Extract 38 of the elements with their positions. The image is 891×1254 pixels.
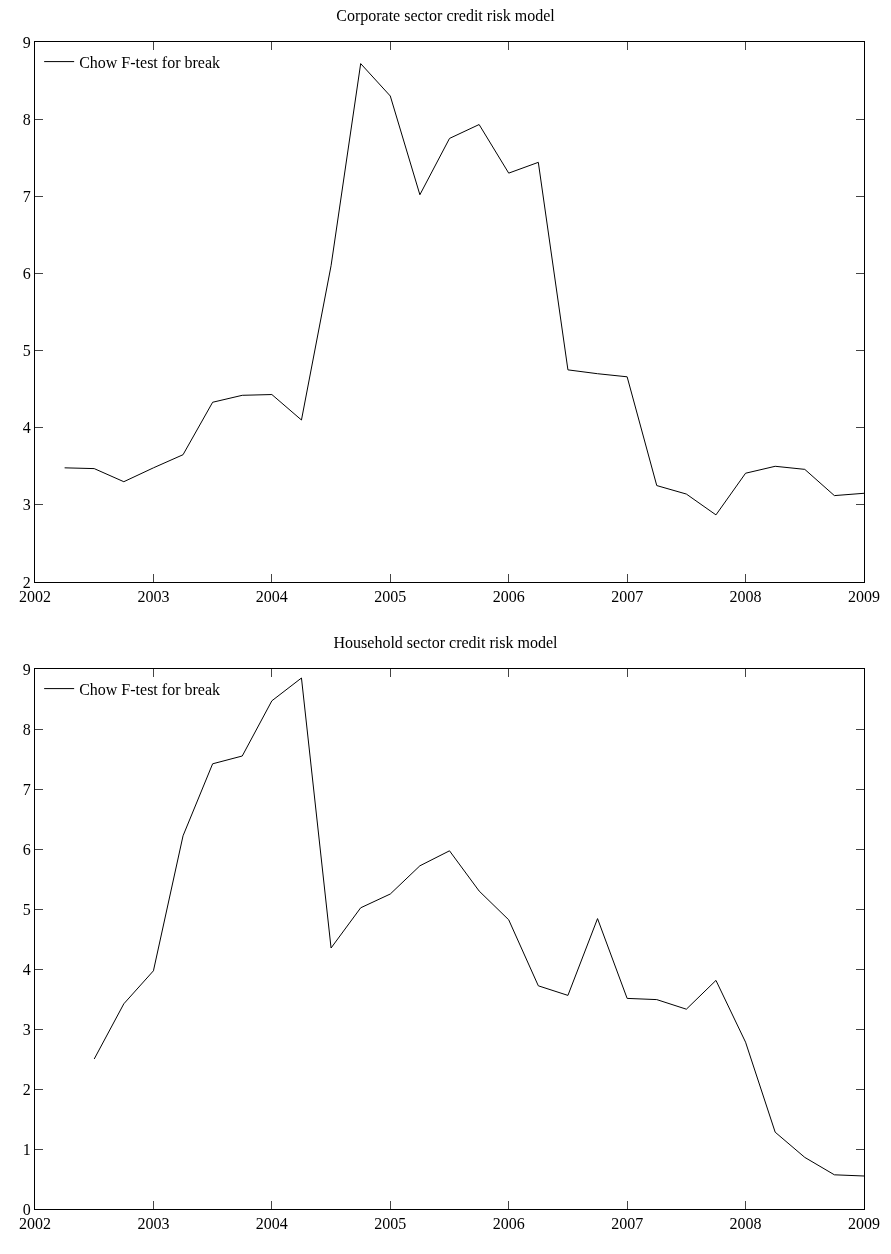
y-tick-label: 1 [22, 1140, 31, 1158]
chart-title: Household sector credit risk model [333, 633, 559, 651]
chart-title: Corporate sector credit risk model [336, 6, 556, 25]
x-tick-label: 2006 [492, 1215, 525, 1233]
y-tick-label: 4 [22, 960, 31, 978]
legend-label: Chow F-test for break [79, 680, 220, 698]
x-tick-label: 2008 [729, 1215, 762, 1233]
y-tick-label: 7 [22, 780, 31, 798]
y-tick-label: 4 [22, 419, 31, 437]
y-tick-label: 5 [22, 900, 31, 918]
y-tick-label: 8 [22, 720, 31, 738]
x-tick-label: 2005 [374, 588, 407, 606]
x-tick-label: 2005 [374, 1215, 407, 1233]
x-tick-label: 2004 [255, 1215, 288, 1233]
y-tick-label: 2 [22, 1080, 31, 1098]
y-tick-label: 5 [22, 342, 31, 360]
y-tick-label: 6 [22, 840, 31, 858]
x-tick-label: 2003 [137, 1215, 170, 1233]
y-tick-label: 7 [22, 187, 31, 205]
x-tick-label: 2009 [848, 588, 880, 606]
y-tick-label: 6 [22, 265, 31, 283]
y-tick-label: 9 [22, 660, 31, 678]
x-tick-label: 2002 [19, 588, 51, 606]
x-tick-label: 2007 [611, 588, 644, 606]
y-tick-label: 3 [22, 496, 31, 514]
x-tick-label: 2009 [848, 1215, 880, 1233]
y-tick-label: 0 [22, 1200, 31, 1218]
y-tick-label: 9 [22, 33, 31, 51]
x-tick-label: 2004 [255, 588, 288, 606]
x-tick-label: 2007 [611, 1215, 644, 1233]
x-tick-label: 2003 [137, 588, 170, 606]
x-tick-label: 2006 [492, 588, 525, 606]
x-tick-label: 2008 [729, 588, 762, 606]
x-tick-label: 2002 [19, 1215, 51, 1233]
y-tick-label: 2 [22, 573, 31, 591]
legend-label: Chow F-test for break [79, 53, 220, 71]
y-tick-label: 3 [22, 1020, 31, 1038]
y-tick-label: 8 [22, 110, 31, 128]
